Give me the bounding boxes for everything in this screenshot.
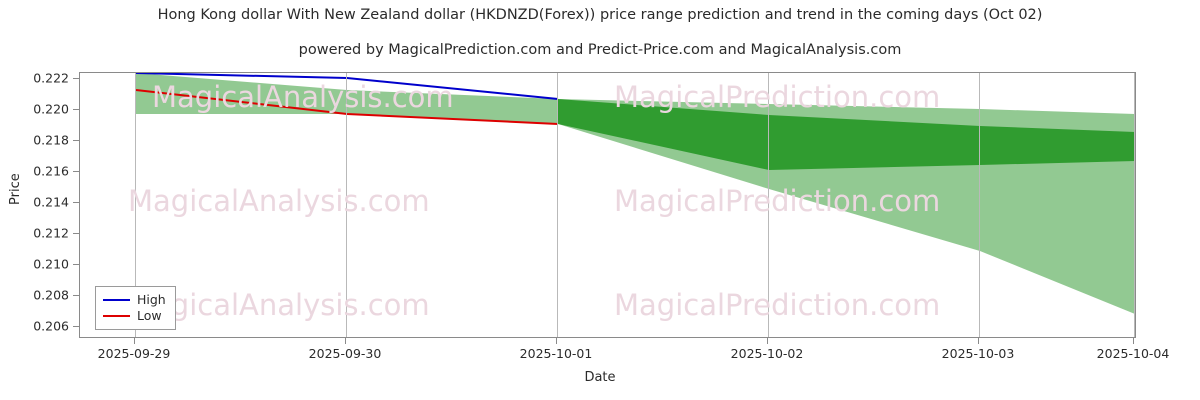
gridline-x-0 [135, 73, 136, 337]
chart-legend: High Low [95, 286, 176, 330]
y-axis-label: Price [8, 173, 23, 205]
xtick-mark-5 [1133, 338, 1134, 344]
legend-label-low: Low [137, 308, 162, 323]
xtick-label-0: 2025-09-29 [97, 346, 171, 361]
ytick-mark-5 [73, 171, 79, 172]
gridline-x-4 [979, 73, 980, 337]
ytick-label-8: 0.222 [33, 70, 69, 86]
legend-item-low: Low [103, 308, 166, 324]
plot-area [79, 72, 1136, 338]
xtick-label-1: 2025-09-30 [308, 346, 382, 361]
ytick-mark-7 [73, 109, 79, 110]
high-series-line [135, 73, 559, 100]
ytick-mark-6 [73, 140, 79, 141]
ytick-label-0: 0.206 [33, 318, 69, 334]
ytick-label-7: 0.220 [33, 101, 69, 117]
ytick-mark-3 [73, 233, 79, 234]
gridline-x-3 [768, 73, 769, 337]
inner-band-area [558, 99, 1135, 170]
xtick-mark-4 [978, 338, 979, 344]
legend-swatch-low-icon [103, 315, 130, 317]
gridline-x-1 [346, 73, 347, 337]
xtick-label-5: 2025-10-04 [1096, 346, 1170, 361]
xtick-mark-2 [556, 338, 557, 344]
gridline-x-5 [1134, 73, 1135, 337]
chart-title: Hong Kong dollar With New Zealand dollar… [157, 7, 1043, 23]
ytick-mark-2 [73, 264, 79, 265]
xtick-label-3: 2025-10-02 [730, 346, 804, 361]
ytick-label-6: 0.218 [33, 132, 69, 148]
low-series-line [135, 89, 559, 125]
xtick-mark-3 [767, 338, 768, 344]
chart-subtitle: powered by MagicalPrediction.com and Pre… [298, 42, 902, 58]
xtick-label-2: 2025-10-01 [519, 346, 593, 361]
legend-label-high: High [137, 292, 166, 307]
xtick-mark-1 [345, 338, 346, 344]
xtick-mark-0 [134, 338, 135, 344]
ytick-label-2: 0.210 [33, 256, 69, 272]
legend-swatch-high-icon [103, 299, 130, 301]
chart-series-svg [135, 73, 1135, 314]
ytick-label-1: 0.208 [33, 287, 69, 303]
ytick-label-3: 0.212 [33, 225, 69, 241]
ytick-mark-4 [73, 202, 79, 203]
ytick-mark-8 [73, 78, 79, 79]
ytick-mark-0 [73, 326, 79, 327]
gridline-x-2 [557, 73, 558, 337]
legend-item-high: High [103, 292, 166, 308]
ytick-label-5: 0.216 [33, 163, 69, 179]
xtick-label-4: 2025-10-03 [941, 346, 1015, 361]
ytick-mark-1 [73, 295, 79, 296]
ytick-label-4: 0.214 [33, 194, 69, 210]
x-axis-label: Date [584, 370, 616, 385]
